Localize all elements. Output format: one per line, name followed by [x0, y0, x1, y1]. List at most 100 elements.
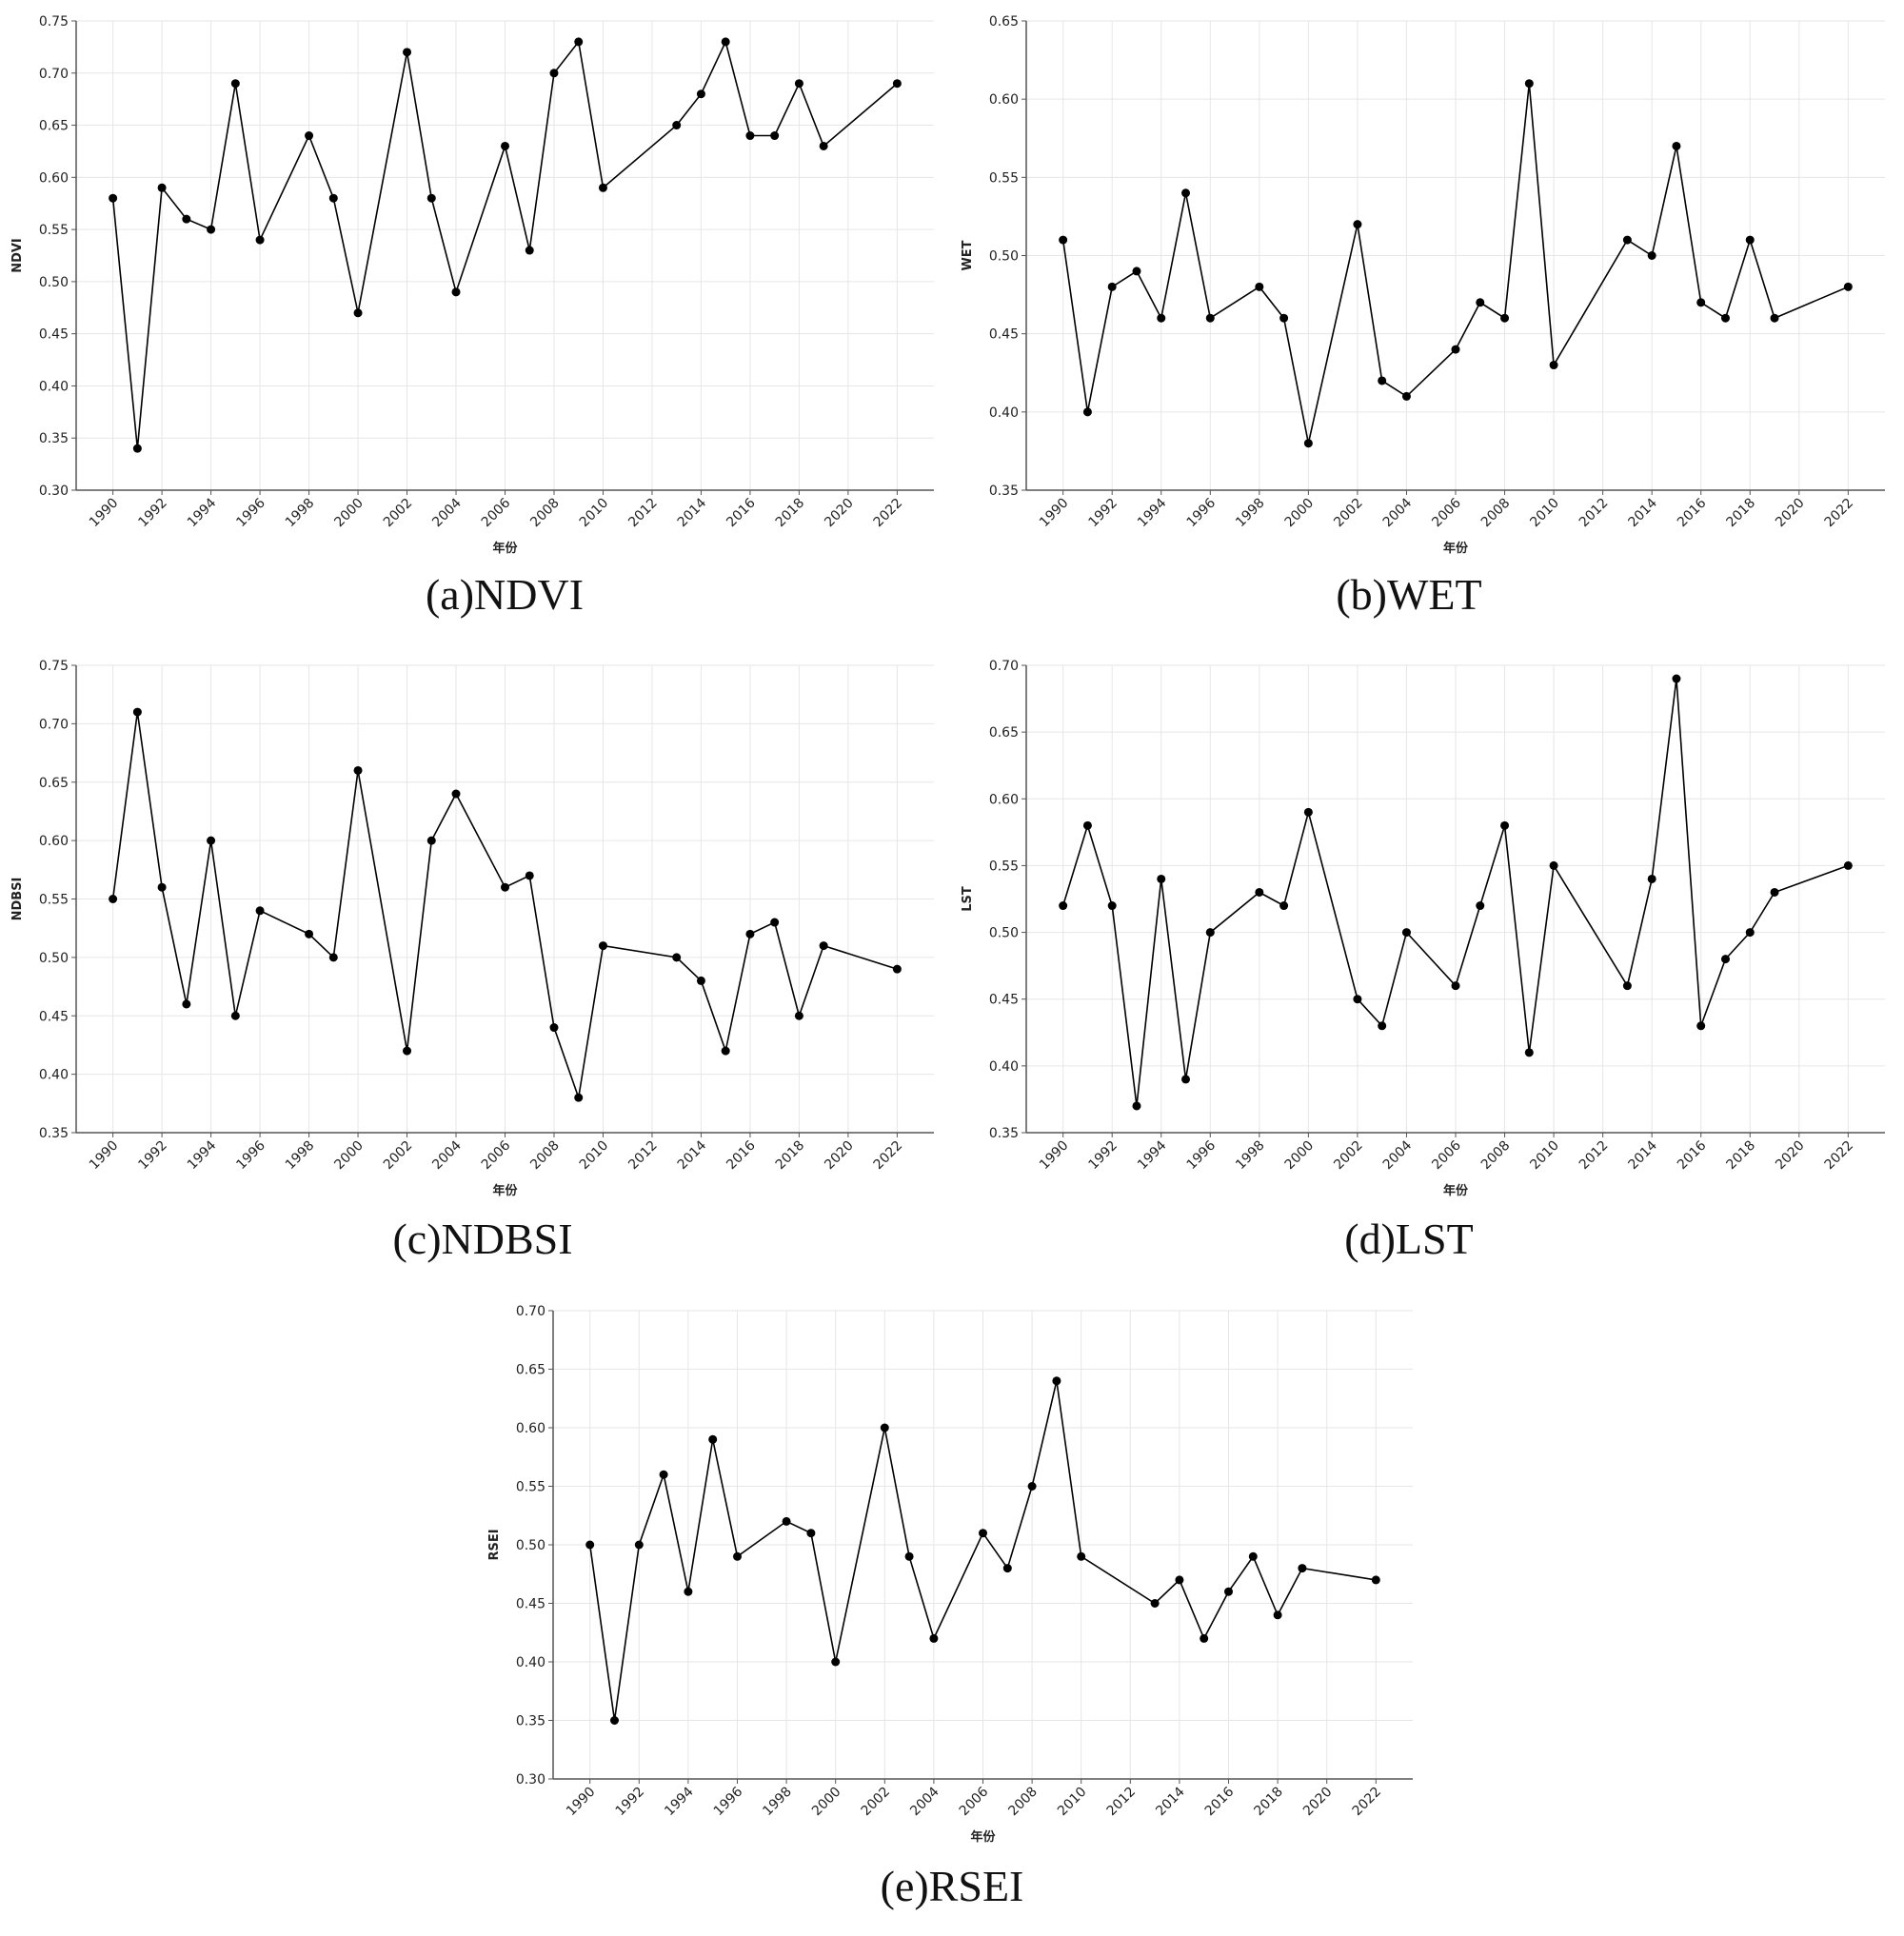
data-point: [770, 131, 780, 141]
x-tick-label: 1992: [1086, 496, 1121, 531]
x-tick-label: 2018: [1251, 1785, 1286, 1820]
data-point: [634, 1540, 644, 1550]
data-point: [819, 141, 828, 150]
x-tick-label: 1996: [711, 1784, 746, 1819]
chart-caption: (b)WET: [1336, 570, 1481, 619]
data-point: [1303, 807, 1313, 817]
data-point: [403, 1046, 412, 1056]
data-point: [598, 183, 607, 192]
data-point: [794, 79, 803, 89]
data-point: [1696, 1021, 1706, 1031]
data-point: [1059, 901, 1068, 911]
x-tick-label: 1990: [564, 1785, 599, 1820]
data-point: [880, 1423, 889, 1432]
y-tick-label: 0.30: [516, 1772, 545, 1788]
data-point: [1205, 313, 1215, 323]
x-tick-label: 2012: [625, 496, 661, 531]
x-tick-label: 2006: [1429, 1137, 1464, 1173]
x-tick-label: 1990: [87, 1138, 122, 1174]
data-point: [684, 1587, 693, 1596]
data-point: [1002, 1564, 1012, 1573]
data-point: [1672, 674, 1681, 683]
x-tick-label: 2000: [1282, 496, 1318, 531]
chart: 0.30 0.35 0.40 0.45 0.50 0.55 0.60 0.65 0.70 0.75…: [10, 14, 934, 619]
data-point: [525, 871, 534, 880]
data-point: [1353, 995, 1362, 1004]
data-point: [1647, 251, 1656, 260]
x-tick-label: 1996: [1184, 1137, 1220, 1173]
x-tick-label: 2012: [1577, 496, 1612, 531]
y-tick-label: 0.65: [39, 119, 69, 134]
data-point: [1279, 313, 1289, 323]
y-tick-label: 0.45: [989, 993, 1019, 1008]
data-point: [501, 141, 509, 150]
data-point: [1696, 298, 1706, 307]
x-tick-label: 2016: [1202, 1784, 1238, 1819]
data-point: [182, 214, 191, 224]
x-tick-label: 2022: [1350, 1785, 1385, 1820]
data-point: [403, 48, 412, 57]
y-tick-label: 0.60: [989, 792, 1019, 807]
data-point: [770, 918, 780, 927]
data-point: [132, 707, 142, 717]
x-tick-label: 1996: [1184, 495, 1220, 530]
data-point: [708, 1434, 718, 1444]
y-axis-label: RSEI: [487, 1529, 502, 1560]
x-tick-label: 2012: [1104, 1785, 1140, 1820]
data-point: [610, 1716, 619, 1725]
chart: 0.35 0.40 0.45 0.50 0.55 0.60 0.65 1990 1992 1994…: [961, 14, 1885, 619]
x-tick-label: 2014: [1625, 1137, 1660, 1173]
x-tick-label: 2004: [1380, 495, 1416, 530]
data-point: [1150, 1599, 1160, 1608]
y-axis-label: NDVI: [10, 238, 25, 273]
data-point: [696, 976, 705, 985]
x-tick-label: 2000: [809, 1785, 844, 1820]
x-axis-label: 年份: [492, 1183, 518, 1198]
data-point: [1132, 1101, 1141, 1111]
data-point: [1303, 439, 1313, 448]
y-tick-label: 0.30: [39, 484, 69, 499]
data-point: [207, 225, 216, 234]
data-point: [501, 882, 509, 892]
data-point: [426, 193, 436, 203]
data-point: [574, 1093, 584, 1102]
x-tick-label: 2020: [822, 496, 857, 531]
x-tick-label: 2004: [907, 1784, 942, 1819]
y-tick-label: 0.35: [39, 1126, 69, 1141]
data-point: [1549, 361, 1558, 370]
y-tick-label: 0.55: [39, 223, 69, 238]
data-point: [1647, 874, 1656, 883]
data-point: [1157, 313, 1166, 323]
data-point: [1181, 188, 1191, 198]
data-point: [1175, 1575, 1184, 1585]
data-point: [1401, 391, 1411, 401]
data-point: [1255, 282, 1264, 291]
x-tick-label: 2018: [773, 1138, 808, 1174]
x-tick-label: 2008: [527, 1138, 563, 1174]
data-point: [1720, 955, 1730, 964]
x-tick-label: 1996: [233, 1137, 268, 1173]
x-axis-label: 年份: [1443, 541, 1469, 556]
data-point: [451, 287, 461, 297]
data-point: [1745, 928, 1755, 938]
data-point: [1500, 313, 1510, 323]
data-point: [733, 1551, 742, 1561]
data-point: [782, 1516, 791, 1526]
x-tick-label: 1990: [1037, 496, 1072, 531]
data-point: [819, 941, 828, 951]
x-tick-label: 2008: [1005, 1785, 1041, 1820]
x-tick-label: 2000: [331, 496, 367, 531]
x-tick-label: 2008: [1478, 496, 1514, 531]
y-tick-label: 0.75: [39, 14, 69, 30]
data-line: [588, 1380, 1377, 1721]
data-point: [549, 1023, 559, 1033]
data-point: [1107, 282, 1117, 291]
data-point: [525, 246, 534, 255]
data-point: [892, 964, 902, 974]
y-axis-label: LST: [961, 886, 975, 912]
data-point: [1524, 1048, 1534, 1057]
data-point: [1500, 820, 1510, 830]
y-tick-label: 0.60: [39, 170, 69, 186]
data-point: [1205, 928, 1215, 938]
y-tick-label: 0.35: [39, 431, 69, 446]
